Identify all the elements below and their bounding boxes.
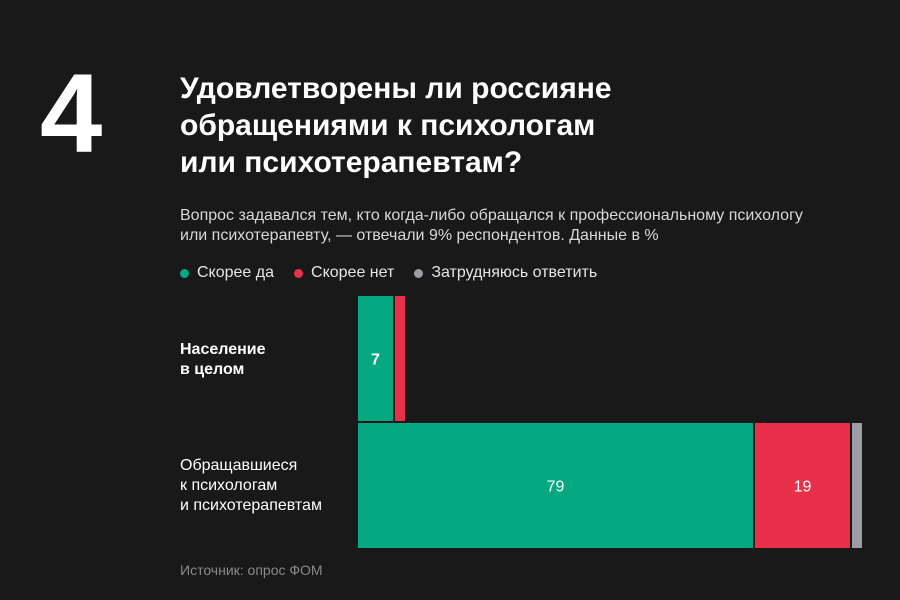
legend-label-yes: Скорее да [197,264,275,281]
legend-label-undecided: Затрудняюсь ответить [431,264,598,281]
chart-title: Удовлетворены ли россияне обращениями к … [180,72,612,179]
legend-dot-no [294,268,304,278]
data-label-no-row-1: 19 [794,479,812,496]
data-label-yes-row-1: 79 [547,479,565,496]
chart-subtitle: Вопрос задавался тем, кто когда-либо обр… [180,207,803,244]
bar-yes-row-0 [358,296,393,421]
bar-yes-row-1 [358,423,753,548]
chart-number: 4 [40,51,103,176]
legend-label-no: Скорее нет [311,264,395,281]
row-label-population: Население в целом [180,341,266,378]
bar-no-row-0 [395,296,405,421]
bar-undecided-row-1 [852,423,862,548]
legend-item-undecided: Затрудняюсь ответить [414,264,597,282]
legend-dot-yes [180,268,189,278]
legend-item-yes: Скорее да [180,264,274,282]
legend-dot-undecided [414,268,424,278]
bar-no-row-1 [755,423,850,548]
data-label-yes-row-0: 7 [371,352,380,369]
legend: Скорее да Скорее нет Затрудняюсь ответит… [180,264,597,282]
row-label-clients: Обращавшиеся к психологам и психотерапев… [180,457,322,514]
source-note: Источник: опрос ФОМ [180,562,323,578]
legend-item-no: Скорее нет [294,264,394,282]
